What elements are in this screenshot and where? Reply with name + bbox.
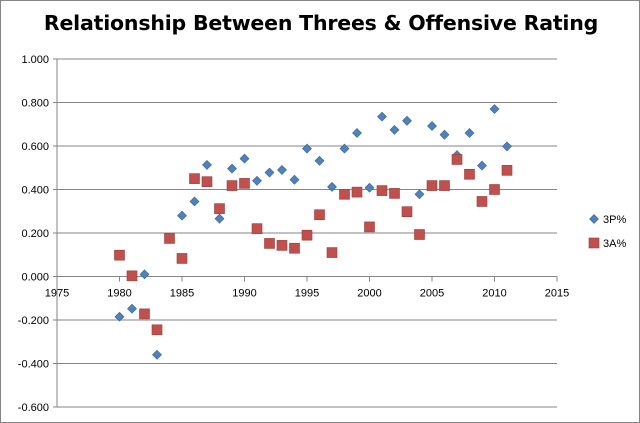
3p-point [414, 189, 425, 200]
3a-point [389, 188, 400, 199]
3a-point [239, 178, 250, 189]
3a-point [489, 184, 500, 195]
3a-point [226, 180, 238, 191]
3p-point [252, 175, 262, 186]
3p-point [477, 160, 487, 171]
3p-point [289, 174, 300, 185]
3a-point [314, 209, 325, 221]
x-tick-label: 1990 [232, 288, 256, 300]
axes: -0.600 -0.400 -0.200 0.000 0.200 0.400 0.600 0.… [18, 54, 569, 414]
3a-point [476, 196, 488, 207]
3a-point [439, 180, 450, 191]
3a-point [201, 176, 213, 187]
3p-point [489, 104, 500, 114]
y-tick-label: -0.200 [18, 315, 49, 327]
3a-point [164, 233, 175, 244]
x-tick-label: 2000 [357, 288, 381, 300]
3p-point [389, 124, 400, 135]
3a-point [251, 223, 263, 234]
y-tick-label: -0.600 [18, 402, 49, 414]
3p-point [277, 165, 287, 175]
x-tick-label: 2005 [420, 288, 444, 300]
x-tick-label: 1985 [170, 288, 194, 300]
3a-point [289, 242, 300, 254]
3p-point [264, 167, 275, 178]
3p-point [152, 349, 162, 360]
3p-point [427, 121, 437, 131]
y-tick-label: 0.800 [21, 98, 49, 110]
3a-point [414, 229, 425, 240]
3p-point [364, 182, 375, 193]
3a-point [176, 253, 188, 264]
x-tick-label: 1995 [295, 288, 319, 300]
3a-point [264, 238, 275, 249]
legend-3a-label: 3A% [603, 238, 626, 250]
y-tick-label: -0.400 [18, 359, 49, 371]
3a-point [351, 186, 363, 198]
3a-point [464, 168, 475, 180]
y-tick-label: 0.200 [21, 228, 49, 240]
legend: 3P% 3A% [588, 214, 626, 250]
x-tick-label: 2015 [545, 288, 569, 300]
3p-point [327, 181, 337, 192]
3p-point [139, 269, 150, 280]
3a-point [214, 203, 225, 214]
3a-point [126, 270, 138, 282]
3p-point [114, 311, 125, 322]
x-tick-label: 2010 [482, 288, 506, 300]
3p-point [239, 153, 250, 164]
3a-point [114, 249, 125, 261]
3a-point [339, 188, 350, 200]
y-tick-label: 0.600 [21, 141, 49, 153]
3a-point [139, 308, 150, 320]
3a-point [189, 173, 200, 184]
3p-point [127, 303, 137, 314]
3a-point [364, 221, 375, 233]
legend-3p-marker [589, 214, 599, 224]
3a-point [276, 240, 288, 251]
3p-point [302, 143, 312, 154]
3p-point [189, 196, 200, 207]
y-tick-label: 1.000 [21, 54, 49, 66]
3p-point [502, 141, 512, 152]
3p-point [402, 115, 412, 126]
x-tick-label: 1975 [45, 288, 69, 300]
3a-point [426, 180, 438, 191]
data-points [114, 104, 513, 360]
3p-point [339, 143, 350, 154]
3p-point [214, 213, 225, 224]
3a-point [326, 247, 338, 258]
3a-point [451, 154, 463, 165]
3p-point [202, 159, 212, 170]
legend-3p-label: 3P% [603, 214, 626, 226]
3p-point [352, 128, 362, 138]
x-tick-label: 1980 [107, 288, 131, 300]
y-tick-label: 0.400 [21, 185, 49, 197]
y-tick-label: 0.000 [21, 272, 49, 284]
3p-point [227, 163, 237, 174]
3p-point [439, 129, 450, 140]
3p-point [177, 210, 187, 221]
legend-3a-marker [588, 237, 600, 249]
3a-point [301, 229, 313, 241]
3p-point [377, 111, 387, 122]
3a-point [151, 324, 163, 336]
3a-point [501, 165, 513, 176]
3p-point [314, 155, 325, 166]
3a-point [401, 206, 413, 217]
chart-title: Relationship Between Threes & Offensive … [43, 11, 599, 35]
3a-point [376, 185, 388, 196]
3p-point [464, 128, 475, 138]
